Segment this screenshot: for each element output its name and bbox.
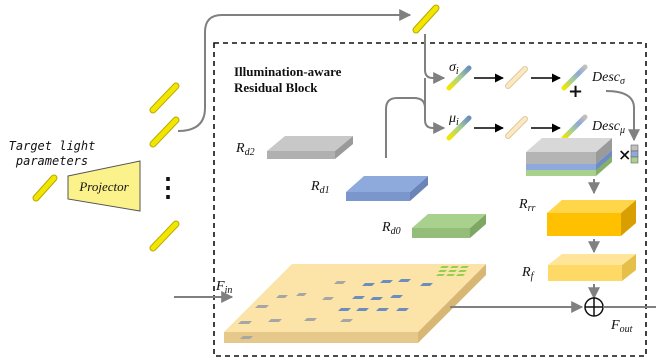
rd0-slab	[412, 214, 486, 238]
rd1-slab	[346, 176, 428, 201]
residual-block-border	[213, 42, 647, 357]
rf-label: Rf	[521, 265, 535, 282]
target-light-label-line2: parameters	[15, 154, 88, 168]
feature-map-gray-cells	[238, 281, 353, 339]
mu-intermediate-rod	[505, 116, 528, 139]
rd0-label: Rd0	[381, 220, 401, 237]
fout-label: Fout	[610, 318, 633, 335]
projector-label: Projector	[78, 179, 129, 194]
rf-block	[548, 254, 636, 281]
ellipsis-vertical: ⋮	[155, 173, 181, 203]
rd1-label: Rd1	[310, 179, 330, 196]
desc-sigma-rod	[561, 64, 588, 91]
rrr-label: Rrr	[518, 197, 535, 214]
desc-mu-label: Descμ	[591, 119, 625, 136]
arrow-to-selected-light	[177, 9, 412, 132]
projected-light-rod	[149, 82, 180, 114]
mu-i-label: μi	[448, 111, 459, 128]
block-title-line1: Illumination-aware	[234, 64, 342, 79]
plus-sign: +	[568, 81, 583, 102]
block-title-line2: Residual Block	[234, 80, 318, 95]
arrow-to-mu	[424, 78, 446, 134]
desc-mu-rod	[561, 114, 588, 141]
sigma-intermediate-rod	[505, 66, 528, 89]
fin-label: Fin	[215, 279, 232, 296]
arrow-to-sigma	[424, 34, 446, 84]
projected-light-rod	[149, 220, 180, 252]
feature-map-green-cells	[436, 266, 469, 276]
concatenated-feature-stack	[526, 138, 612, 176]
sum-node	[584, 297, 604, 317]
projector-box	[67, 160, 141, 212]
sigma-i-rod	[446, 65, 472, 91]
target-light-label-line1: Target light	[9, 139, 96, 153]
arrow-desc-to-vector	[605, 90, 640, 142]
feature-map-blue-cells	[338, 279, 433, 311]
desc-sigma-label: Descσ	[591, 70, 626, 87]
mu-i-rod	[446, 115, 472, 141]
rrr-block	[547, 200, 636, 236]
rd2-label: Rd2	[235, 141, 255, 158]
input-light-rod	[32, 174, 58, 202]
projected-light-rod	[149, 116, 180, 148]
sigma-i-label: σi	[449, 60, 459, 77]
multiply-sign: ×	[618, 145, 631, 164]
arrow-rd1-to-mu	[385, 97, 426, 158]
selected-light-rod	[412, 4, 440, 34]
svg-text:σi: σi	[449, 60, 459, 77]
rd2-slab	[267, 136, 353, 159]
descriptor-vector	[630, 144, 639, 164]
